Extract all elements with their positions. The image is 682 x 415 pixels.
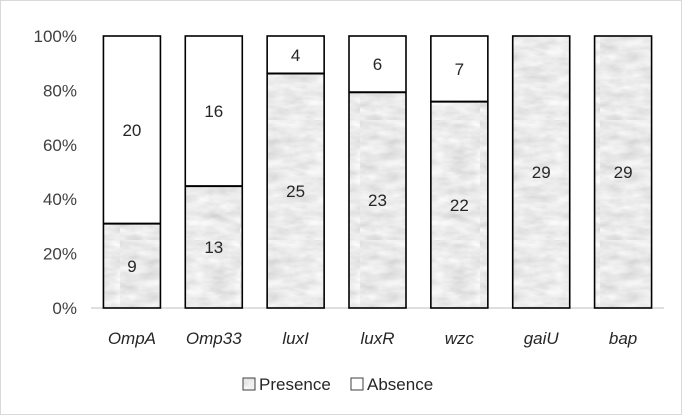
bar-presence xyxy=(512,36,570,308)
bar-presence xyxy=(349,92,406,308)
bar-outline xyxy=(593,35,653,309)
bar-presence xyxy=(594,36,652,308)
bars xyxy=(102,35,653,309)
x-axis: OmpA Omp33 luxI luxR wzc gaiU bap xyxy=(108,329,637,348)
legend: Presence Absence xyxy=(242,375,433,394)
data-label-presence: 9 xyxy=(127,257,136,276)
bar-absence xyxy=(430,36,488,102)
bar-presence xyxy=(103,223,161,308)
bar-absence xyxy=(267,36,325,74)
data-label-presence: 29 xyxy=(614,163,633,182)
y-tick-label: 20% xyxy=(43,245,77,264)
bar-presence xyxy=(267,73,325,308)
bar-presence xyxy=(430,101,488,308)
y-tick-label: 100% xyxy=(34,27,77,46)
data-label-presence: 25 xyxy=(286,182,305,201)
y-tick-label: 60% xyxy=(43,136,77,155)
data-label-absence: 6 xyxy=(373,55,382,74)
x-category-label: wzc xyxy=(445,329,475,348)
bar-outline xyxy=(511,35,571,309)
bar-outline xyxy=(102,35,162,309)
bar-outline xyxy=(184,35,244,309)
x-category-label: luxR xyxy=(360,329,394,348)
data-label-absence: 4 xyxy=(291,46,300,65)
bar-presence xyxy=(185,186,243,308)
x-category-label: gaiU xyxy=(524,329,560,348)
data-label-presence: 23 xyxy=(368,191,387,210)
y-tick-label: 80% xyxy=(43,81,77,100)
y-tick-label: 0% xyxy=(52,299,77,318)
legend-swatch-absence xyxy=(350,377,364,391)
data-labels: 9 20 13 16 25 4 23 6 22 7 29 29 xyxy=(122,46,632,276)
data-label-absence: 20 xyxy=(122,121,141,140)
data-label-absence: 7 xyxy=(455,60,464,79)
legend-swatch-presence xyxy=(242,377,256,391)
bar-outline xyxy=(348,35,407,309)
data-label-presence: 29 xyxy=(532,163,551,182)
bar-outline xyxy=(266,35,325,309)
bar-absence xyxy=(349,36,406,93)
y-tick-label: 40% xyxy=(43,190,77,209)
data-label-presence: 22 xyxy=(450,196,469,215)
bar-outline xyxy=(430,35,489,309)
data-label-presence: 13 xyxy=(204,238,223,257)
data-label-absence: 16 xyxy=(204,102,223,121)
x-category-label: bap xyxy=(609,329,637,348)
legend-label-absence: Absence xyxy=(367,375,433,394)
bar-absence xyxy=(185,36,243,187)
bar-absence xyxy=(103,36,161,224)
x-category-label: OmpA xyxy=(108,329,156,348)
legend-label-presence: Presence xyxy=(259,375,331,394)
x-category-label: Omp33 xyxy=(186,329,242,348)
x-category-label: luxI xyxy=(282,329,309,348)
y-axis: 0% 20% 40% 60% 80% 100% xyxy=(34,27,664,318)
